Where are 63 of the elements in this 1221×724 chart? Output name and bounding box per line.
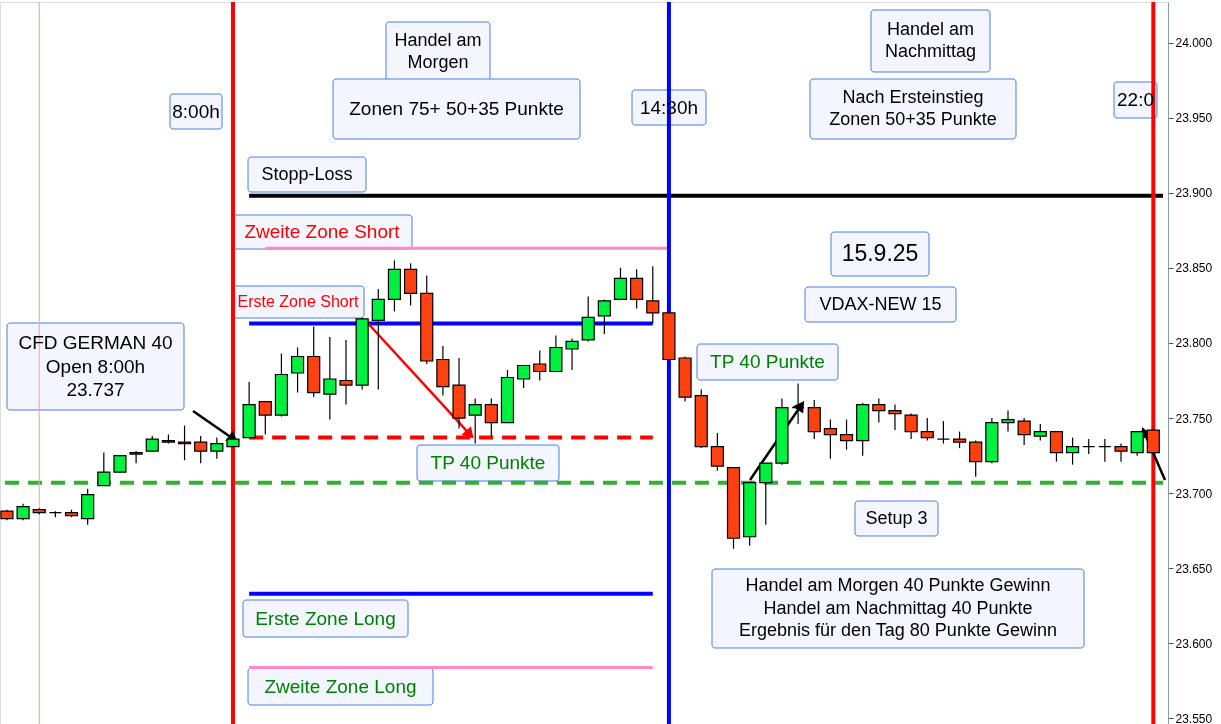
candlestick [1098, 438, 1112, 463]
y-tick-label: 23.900 [1175, 186, 1213, 201]
y-tick-label: 23.600 [1175, 636, 1213, 651]
annotation: 15.9.25 [841, 240, 919, 266]
candlestick [129, 450, 143, 464]
candlestick [1017, 417, 1031, 446]
candlestick [210, 437, 224, 460]
candlestick [969, 440, 983, 478]
y-tick-label: 23.850 [1175, 261, 1213, 276]
candlestick [194, 435, 208, 464]
candlestick [904, 412, 918, 440]
y-tick-label: 24.000 [1175, 36, 1213, 51]
annotation: CFD GERMAN 40 Open 8:00h 23.737 [18, 331, 173, 401]
candlestick [872, 397, 886, 424]
candlestick [1065, 437, 1080, 466]
annotation: Erste Zone Long [255, 607, 396, 629]
candlestick [565, 337, 579, 371]
ref-line-label: 8:00h [172, 100, 220, 122]
annotation: Handel am Nachmittag [884, 18, 977, 62]
annotation: Zweite Zone Short [244, 221, 401, 242]
candlestick [646, 265, 660, 325]
candlestick [920, 417, 934, 442]
candlestick [1049, 430, 1064, 463]
candlestick [823, 418, 837, 460]
y-tick-label: 23.800 [1175, 336, 1213, 351]
annotation: Zweite Zone Long [264, 675, 417, 697]
candlestick [613, 267, 628, 301]
y-tick-label: 23.950 [1175, 111, 1213, 126]
candlestick [484, 397, 498, 437]
annotation: Erste Zone Short [237, 293, 360, 310]
candlestick [323, 336, 337, 421]
candlestick [1114, 443, 1128, 463]
candlestick [371, 288, 385, 391]
y-tick-label: 23.650 [1175, 561, 1213, 576]
y-tick-label: 23.550 [1175, 711, 1213, 724]
candlestick [533, 349, 547, 382]
y-tick-label: 23.750 [1175, 411, 1213, 426]
candlestick [339, 339, 353, 406]
candlestick [517, 364, 531, 389]
annotation: Zonen 75+ 50+35 Punkte [349, 98, 564, 119]
candlestick [597, 298, 611, 335]
annotation: Setup 3 [865, 507, 928, 528]
candlestick [1130, 430, 1144, 457]
candlestick [1001, 409, 1015, 433]
candlestick [839, 418, 854, 451]
candlestick [710, 432, 724, 472]
candlestick [936, 420, 951, 445]
candlestick [290, 346, 305, 394]
candlestick [258, 400, 272, 436]
candlestick [630, 268, 644, 310]
annotation: TP 40 Punkte [430, 452, 546, 473]
annotation: Nach Ersteinstieg Zonen 50+35 Punkte [829, 86, 997, 130]
annotation: Handel am Morgen 40 Punkte Gewinn Handel am Nachmittag 40 Punkte Ergebnis für den Tag 80 Punkte Gewinn [739, 575, 1057, 640]
candlestick [888, 403, 902, 431]
y-tick-label: 23.700 [1175, 486, 1213, 501]
annotation: Handel am Morgen [394, 29, 482, 73]
candlestick [581, 295, 595, 343]
annotation: VDAX-NEW 15 [819, 293, 942, 314]
candlestick [468, 397, 482, 445]
annotation: TP 40 Punkte [710, 351, 825, 372]
candlestick [177, 424, 192, 461]
annotation: Stopp-Loss [261, 163, 353, 184]
candlestick [97, 452, 111, 487]
